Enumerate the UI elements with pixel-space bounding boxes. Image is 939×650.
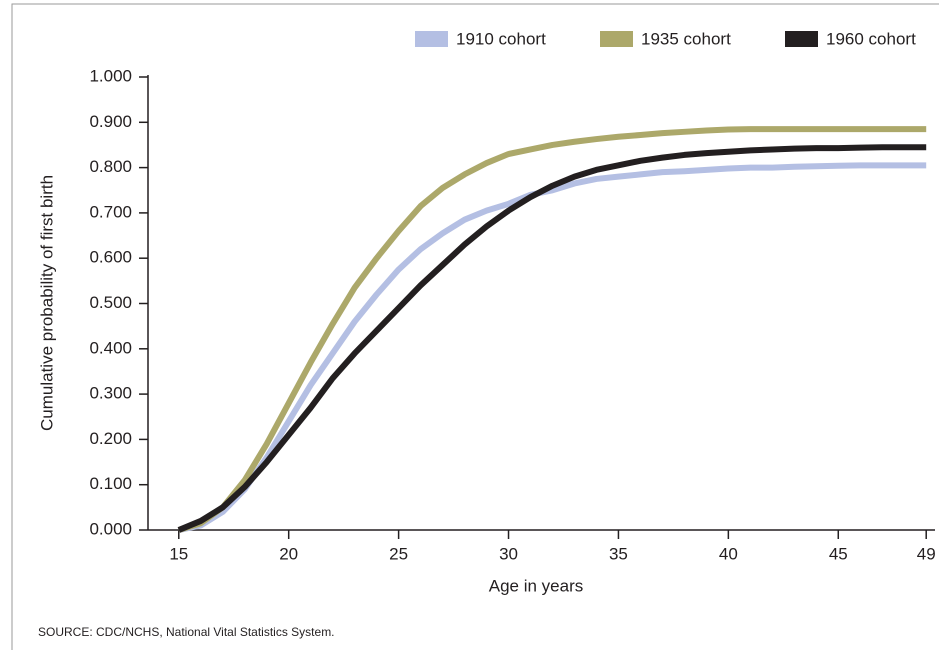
legend-swatch [415,31,448,47]
x-tick-label: 25 [389,544,408,563]
y-tick-label: 0.500 [89,293,132,312]
y-tick-label: 0.800 [89,157,132,176]
line-series [177,144,927,533]
x-tick-label: 20 [279,544,298,563]
legend-label: 1910 cohort [456,29,546,48]
x-tick-label: 49 [917,544,936,563]
x-tick-label: 15 [169,544,188,563]
x-tick-label: 35 [609,544,628,563]
legend-swatch [785,31,818,47]
y-tick-label: 0.100 [89,474,132,493]
x-tick-label: 30 [499,544,518,563]
y-tick-label: 1.000 [89,66,132,85]
y-tick-label: 0.600 [89,248,132,267]
y-tick-label: 0.300 [89,384,132,403]
source-note: SOURCE: CDC/NCHS, National Vital Statist… [38,625,335,639]
y-tick-label: 0.900 [89,112,132,131]
x-tick-label: 40 [719,544,738,563]
y-tick-label: 0.200 [89,429,132,448]
y-tick-label: 0.700 [89,202,132,221]
y-tick-label: 0.000 [89,519,132,538]
x-tick-label: 45 [829,544,848,563]
y-tick-label: 0.400 [89,338,132,357]
line-series [178,162,927,533]
x-axis-label: Age in years [489,576,584,595]
legend-label: 1960 cohort [826,29,916,48]
frame [11,3,939,650]
legend-label: 1935 cohort [641,29,731,48]
y-axis-label: Cumulative probability of first birth [37,175,56,431]
line-series [177,126,927,533]
legend-swatch [600,31,633,47]
